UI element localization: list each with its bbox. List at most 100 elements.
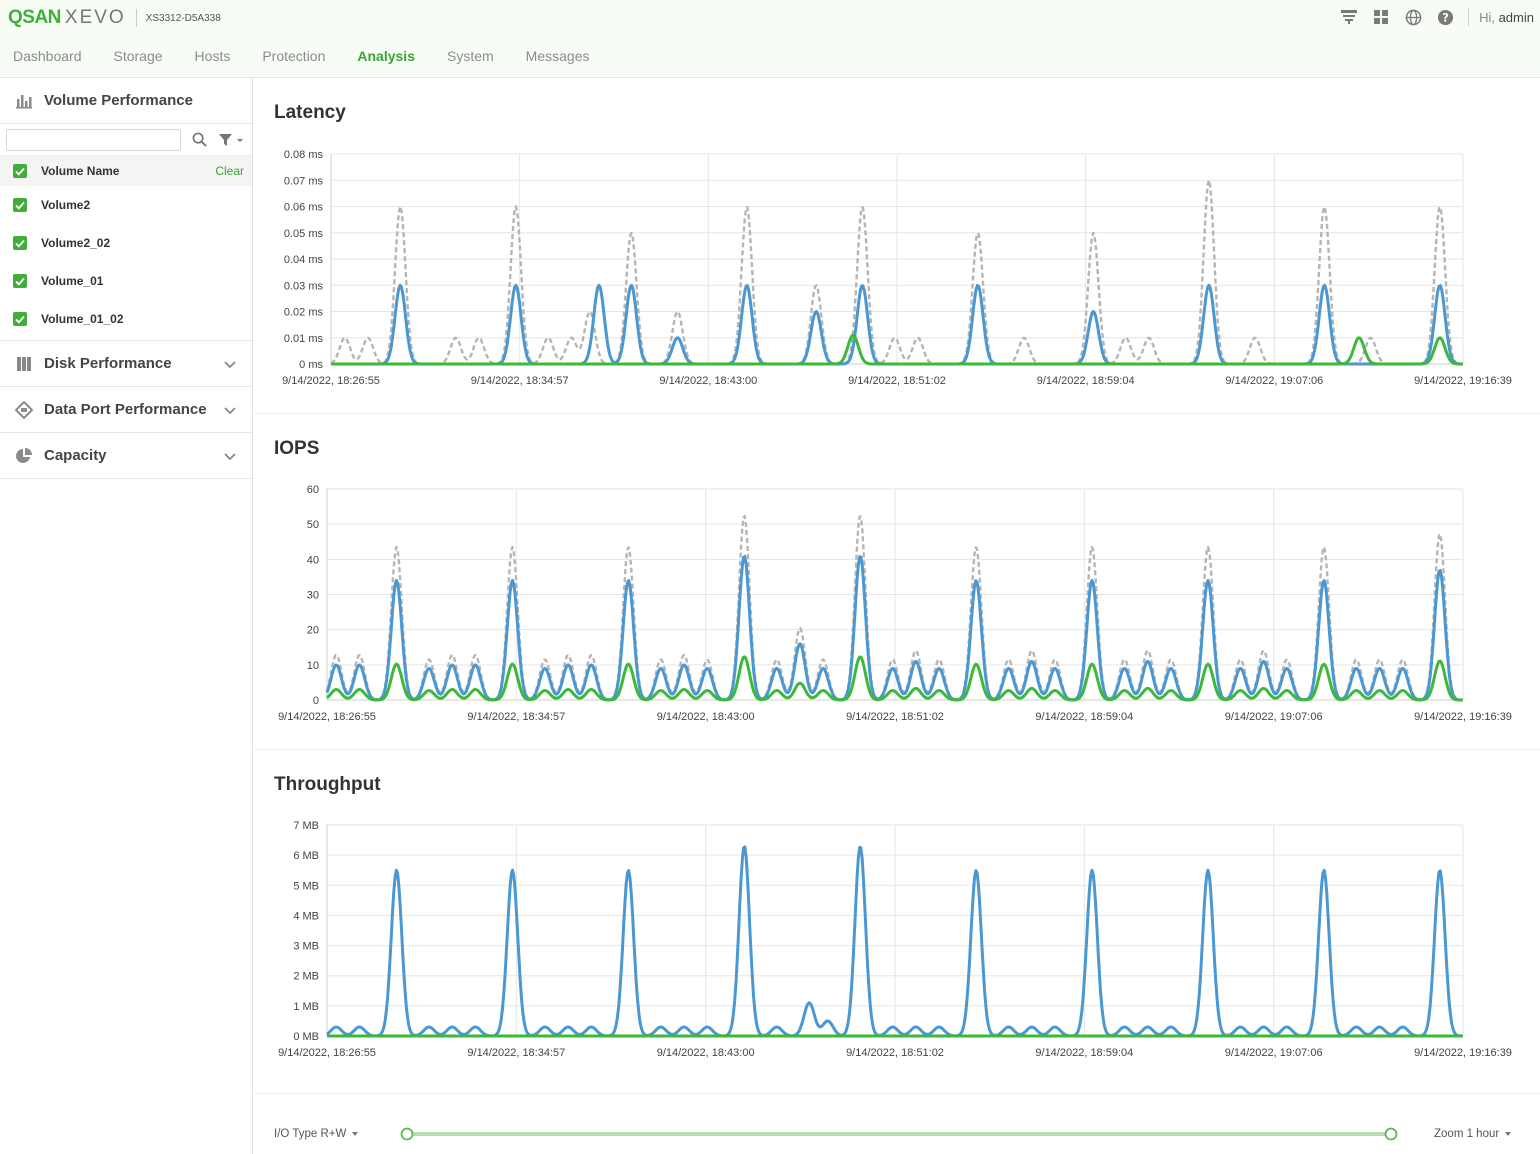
throughput-title: Throughput bbox=[274, 774, 381, 795]
nav-dashboard[interactable]: Dashboard bbox=[13, 48, 82, 64]
user-greeting[interactable]: Hi, admin bbox=[1479, 10, 1534, 25]
y-tick-label: 20 bbox=[307, 625, 319, 637]
series-line-0 bbox=[330, 179, 1463, 366]
volume-checkbox[interactable] bbox=[13, 312, 27, 326]
nav-messages[interactable]: Messages bbox=[525, 48, 590, 64]
svg-text:?: ? bbox=[1442, 10, 1449, 24]
x-tick-label: 9/14/2022, 18:34:57 bbox=[467, 1047, 565, 1059]
sidebar-section-disk-performance[interactable]: Disk Performance bbox=[0, 341, 252, 387]
latency-title: Latency bbox=[274, 102, 346, 123]
clear-button[interactable]: Clear bbox=[215, 164, 244, 178]
select-all-checkbox[interactable] bbox=[13, 164, 27, 178]
time-range-slider[interactable] bbox=[398, 1124, 1398, 1144]
chevron-down-icon bbox=[352, 1131, 359, 1136]
y-tick-label: 50 bbox=[307, 519, 319, 531]
network-icon[interactable] bbox=[1338, 6, 1360, 28]
volume-checkbox[interactable] bbox=[13, 236, 27, 250]
nav-analysis[interactable]: Analysis bbox=[357, 48, 415, 64]
section-title: Disk Performance bbox=[44, 355, 172, 372]
chevron-down-icon[interactable] bbox=[224, 356, 236, 373]
series-line-1 bbox=[325, 554, 1464, 702]
y-tick-label: 40 bbox=[307, 554, 319, 566]
sidebar-section-capacity[interactable]: Capacity bbox=[0, 433, 252, 479]
volume-item[interactable]: Volume_01_02 bbox=[0, 300, 252, 338]
volume-item[interactable]: Volume2_02 bbox=[0, 224, 252, 262]
x-tick-label: 9/14/2022, 19:07:06 bbox=[1225, 711, 1323, 723]
volume-name-column-label: Volume Name bbox=[41, 164, 120, 178]
x-tick-label: 9/14/2022, 18:51:02 bbox=[848, 375, 946, 387]
volume-name: Volume_01_02 bbox=[41, 312, 124, 326]
y-tick-label: 0.03 ms bbox=[284, 280, 324, 292]
volume-performance-header[interactable]: Volume Performance bbox=[0, 78, 252, 124]
x-tick-label: 9/14/2022, 19:16:39 bbox=[1414, 375, 1512, 387]
help-icon[interactable]: ? bbox=[1434, 6, 1456, 28]
io-type-dropdown[interactable]: I/O Type R+W bbox=[274, 1128, 359, 1140]
y-tick-label: 0 bbox=[313, 695, 319, 707]
x-tick-label: 9/14/2022, 18:26:55 bbox=[278, 711, 376, 723]
y-tick-label: 10 bbox=[307, 660, 319, 672]
check-icon bbox=[15, 167, 25, 176]
throughput-chart: 0 MB 1 MB 2 MB 3 MB 4 MB 5 MB 6 MB 7 MB 9/14/202… bbox=[278, 820, 1512, 1059]
nav-system[interactable]: System bbox=[446, 48, 494, 64]
disk-icon bbox=[14, 354, 34, 374]
slider-handle-end[interactable] bbox=[1384, 1127, 1398, 1141]
zoom-dropdown[interactable]: Zoom 1 hour bbox=[1434, 1128, 1512, 1140]
volume-checkbox[interactable] bbox=[13, 274, 27, 288]
brand-secondary: XEVO bbox=[64, 7, 126, 28]
zoom-label: Zoom 1 hour bbox=[1434, 1128, 1500, 1140]
other-sections: Disk Performance Data Port Performance Cap… bbox=[0, 341, 252, 479]
analysis-main: Latency 0 ms 0.01 ms 0.02 ms 0.03 ms 0.04 ms… bbox=[254, 78, 1540, 1154]
pie-chart-icon bbox=[14, 446, 34, 466]
y-tick-label: 0.06 ms bbox=[284, 202, 324, 214]
x-tick-label: 9/14/2022, 18:43:00 bbox=[657, 711, 755, 723]
y-tick-label: 0 ms bbox=[299, 359, 323, 371]
series-line-0 bbox=[325, 515, 1463, 702]
globe-icon[interactable] bbox=[1402, 6, 1424, 28]
x-tick-label: 9/14/2022, 18:26:55 bbox=[278, 1047, 376, 1059]
series-line-2 bbox=[330, 333, 1464, 366]
y-tick-label: 7 MB bbox=[293, 820, 319, 832]
chevron-down-icon[interactable] bbox=[224, 448, 236, 465]
top-right-toolbar: ? Hi, admin bbox=[1328, 5, 1534, 29]
nav-storage[interactable]: Storage bbox=[113, 48, 163, 64]
username: admin bbox=[1498, 9, 1534, 25]
x-tick-label: 9/14/2022, 18:34:57 bbox=[467, 711, 565, 723]
volume-name: Volume2 bbox=[41, 198, 91, 212]
chevron-down-icon[interactable] bbox=[224, 402, 236, 419]
y-tick-label: 0.08 ms bbox=[284, 149, 324, 161]
brand-divider bbox=[135, 9, 137, 27]
data-port-icon bbox=[14, 400, 34, 420]
x-tick-label: 9/14/2022, 18:34:57 bbox=[471, 375, 569, 387]
check-icon bbox=[15, 315, 25, 324]
grid-icon[interactable] bbox=[1370, 6, 1392, 28]
filter-icon[interactable] bbox=[218, 133, 244, 152]
volume-list-header[interactable]: Volume Name Clear bbox=[0, 156, 252, 186]
toolbar-divider bbox=[1468, 8, 1470, 26]
x-tick-label: 9/14/2022, 19:16:39 bbox=[1414, 1047, 1512, 1059]
slider-handle-start[interactable] bbox=[400, 1127, 414, 1141]
iops-panel: IOPS 0 10 20 30 40 50 60 9/14/2022, 18:26:55 9/1… bbox=[254, 414, 1540, 750]
volume-performance-title: Volume Performance bbox=[44, 92, 193, 109]
y-tick-label: 0.07 ms bbox=[284, 175, 324, 187]
nav-hosts[interactable]: Hosts bbox=[194, 48, 231, 64]
x-tick-label: 9/14/2022, 18:59:04 bbox=[1035, 711, 1133, 723]
volume-item[interactable]: Volume2 bbox=[0, 186, 252, 224]
x-tick-label: 9/14/2022, 18:51:02 bbox=[846, 1047, 944, 1059]
search-icon[interactable] bbox=[192, 132, 207, 152]
volume-checkbox[interactable] bbox=[13, 198, 27, 212]
chevron-down-icon bbox=[1505, 1131, 1512, 1136]
main-nav: Dashboard Storage Hosts Protection Analysis S… bbox=[0, 44, 608, 70]
iops-chart: 0 10 20 30 40 50 60 9/14/2022, 18:26:55 9/14/202… bbox=[278, 484, 1512, 723]
sidebar: Volume Performance Volume Name Clear bbox=[0, 78, 253, 1154]
volume-item[interactable]: Volume_01 bbox=[0, 262, 252, 300]
y-tick-label: 30 bbox=[307, 590, 319, 602]
throughput-panel: Throughput 0 MB 1 MB 2 MB 3 MB 4 MB 5 MB 6 MB 7… bbox=[254, 750, 1540, 1094]
bar-chart-icon bbox=[14, 91, 34, 111]
y-tick-label: 0.01 ms bbox=[284, 333, 324, 345]
sidebar-section-data-port-performance[interactable]: Data Port Performance bbox=[0, 387, 252, 433]
check-icon bbox=[15, 201, 25, 210]
y-tick-label: 0 MB bbox=[293, 1031, 319, 1043]
latency-panel: Latency 0 ms 0.01 ms 0.02 ms 0.03 ms 0.04 ms… bbox=[254, 78, 1540, 414]
nav-protection[interactable]: Protection bbox=[262, 48, 326, 64]
volume-search-input[interactable] bbox=[6, 129, 181, 151]
